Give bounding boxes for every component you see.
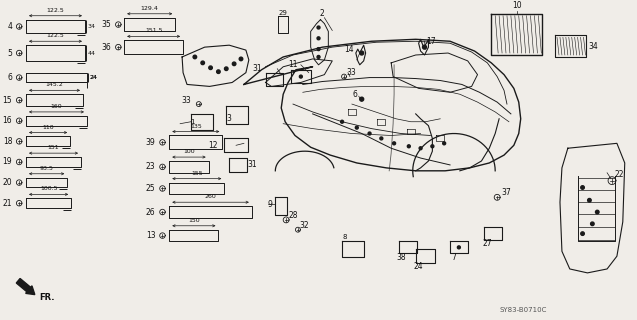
Text: 129.4: 129.4 [141,6,159,11]
Text: 24: 24 [414,261,424,270]
Text: 44: 44 [88,51,96,56]
Text: 15: 15 [3,96,12,105]
Text: 19: 19 [3,157,12,166]
Circle shape [380,137,383,140]
Text: 31: 31 [252,64,262,73]
Circle shape [240,57,243,61]
Text: 10: 10 [512,1,522,10]
Text: FR.: FR. [39,293,54,302]
Text: 2: 2 [319,9,324,18]
Circle shape [422,45,427,49]
Circle shape [360,51,364,55]
Text: 21: 21 [3,199,12,208]
Text: 34: 34 [589,42,598,51]
Circle shape [317,48,320,51]
Text: 39: 39 [146,138,155,147]
Circle shape [581,232,584,236]
Text: 7: 7 [452,253,456,262]
Text: 24: 24 [90,75,98,80]
Text: 155: 155 [191,171,203,176]
Circle shape [431,145,434,148]
Text: 110: 110 [42,124,54,130]
Text: 25: 25 [146,184,155,193]
Circle shape [193,55,197,59]
Text: 33: 33 [181,96,191,105]
Text: 260: 260 [204,194,217,199]
Circle shape [317,55,320,59]
Text: 5: 5 [8,49,12,58]
Circle shape [581,186,584,189]
Circle shape [217,70,220,74]
Circle shape [209,66,212,69]
Text: 6: 6 [353,90,358,99]
Text: 29: 29 [279,10,288,16]
Circle shape [457,246,461,249]
Text: 145.2: 145.2 [46,82,63,87]
Text: 150: 150 [188,218,199,223]
Circle shape [596,210,599,214]
Text: 32: 32 [300,221,310,230]
Text: 4: 4 [8,22,12,31]
Text: 34: 34 [88,24,96,29]
Text: 12: 12 [208,141,217,150]
Text: 3: 3 [226,114,231,123]
Circle shape [299,75,303,78]
Text: 38: 38 [396,253,406,262]
Circle shape [355,126,358,129]
Text: 6: 6 [8,73,12,82]
Text: 18: 18 [3,137,12,146]
Text: 23: 23 [146,162,155,172]
Circle shape [588,198,591,202]
Circle shape [317,37,320,40]
Text: 93.5: 93.5 [39,166,54,171]
Text: 1: 1 [190,119,195,125]
Text: 11: 11 [289,60,297,69]
Text: 151: 151 [48,145,59,150]
Circle shape [443,142,446,145]
Text: 22: 22 [615,170,624,179]
Text: 31: 31 [248,160,257,169]
Circle shape [360,97,364,101]
Text: 33: 33 [346,68,355,77]
Text: 28: 28 [288,212,297,220]
Text: 27: 27 [483,239,492,248]
Text: 17: 17 [427,37,436,46]
Circle shape [233,62,236,66]
Text: 35: 35 [102,20,111,29]
Text: 122.5: 122.5 [47,33,64,38]
Circle shape [392,142,396,145]
Circle shape [407,145,410,148]
Text: 36: 36 [102,43,111,52]
Text: 160: 160 [51,104,62,109]
Text: 26: 26 [146,208,155,217]
Text: 100.5: 100.5 [40,187,57,191]
Text: 151.5: 151.5 [145,28,162,33]
Circle shape [419,147,422,150]
Text: 13: 13 [146,231,155,240]
Text: 100: 100 [183,149,195,154]
Circle shape [590,222,594,226]
Text: 14: 14 [344,44,354,54]
Circle shape [224,67,228,70]
Text: 122.5: 122.5 [47,8,64,13]
Text: 24: 24 [90,75,98,80]
Circle shape [201,61,204,65]
Text: 9: 9 [268,200,273,209]
Text: 135: 135 [190,124,202,129]
Text: 20: 20 [3,178,12,187]
Circle shape [317,26,320,29]
Text: SY83-B0710C: SY83-B0710C [499,307,547,313]
Text: 16: 16 [3,116,12,125]
Circle shape [341,120,343,123]
Text: 37: 37 [501,188,511,197]
Text: 8: 8 [343,234,347,239]
Circle shape [368,132,371,135]
FancyArrow shape [17,278,35,295]
